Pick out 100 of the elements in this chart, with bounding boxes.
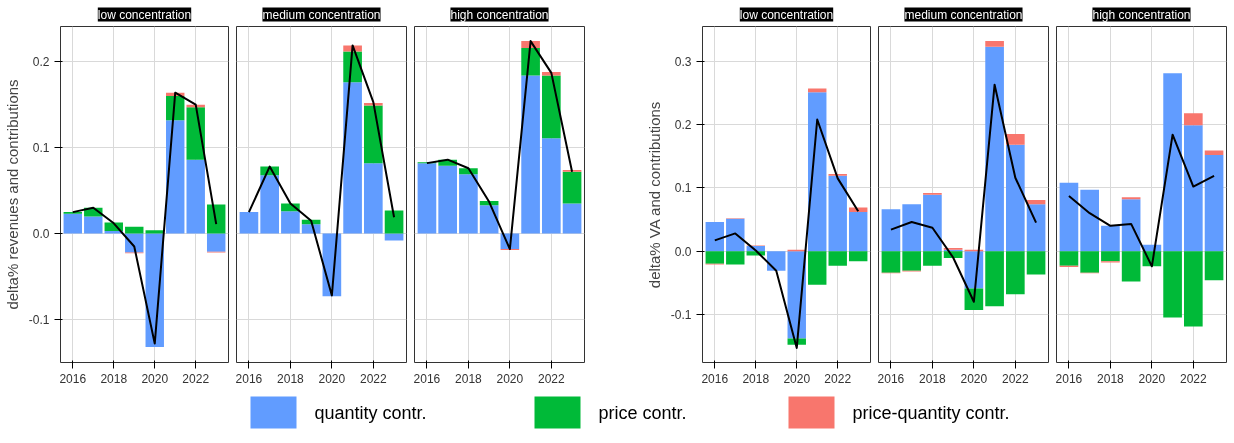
bar	[705, 222, 725, 252]
y-tick-label: -0.1	[670, 307, 692, 322]
bar	[923, 251, 942, 266]
bar	[1184, 251, 1203, 327]
x-tick-label: 2022	[1179, 371, 1207, 386]
chart-title: low concentration	[739, 7, 834, 22]
bar	[343, 82, 362, 234]
y-tick-label: -0.1	[28, 313, 50, 328]
y-tick-label: 0.0	[32, 227, 50, 242]
x-tick-label: 2018	[100, 371, 128, 386]
bar	[1006, 134, 1025, 145]
line-series	[71, 91, 218, 345]
x-tick-label: 2018	[742, 371, 770, 386]
bar	[881, 251, 901, 273]
chart-title: high concentration	[450, 7, 549, 22]
bar	[985, 41, 1004, 47]
bar	[1006, 251, 1025, 295]
bar	[1059, 182, 1079, 252]
bar	[364, 163, 383, 234]
bar	[417, 163, 437, 234]
bar	[808, 251, 827, 285]
chart-title: low concentration	[97, 7, 192, 22]
bar	[1163, 73, 1182, 252]
x-tick-label: 2020	[496, 371, 524, 386]
y-tick-label: 0.3	[674, 54, 692, 69]
bar	[1184, 125, 1203, 252]
bar	[726, 251, 745, 265]
x-tick-label: 2018	[455, 371, 483, 386]
x-tick-label: 2018	[277, 371, 305, 386]
legend-label: quantity contr.	[314, 402, 427, 423]
bar	[125, 226, 144, 234]
bar	[767, 251, 786, 271]
x-tick-label: 2022	[182, 371, 210, 386]
bar	[1059, 251, 1079, 266]
bar	[1026, 251, 1046, 275]
x-tick-label: 2016	[1055, 371, 1083, 386]
y-axis-title: delta% VA and contributions	[645, 101, 663, 289]
bar	[521, 75, 540, 234]
bar	[1026, 204, 1046, 252]
bar	[1121, 251, 1141, 282]
bar	[1101, 251, 1120, 262]
bar	[902, 204, 921, 252]
bar	[848, 211, 868, 252]
bar	[542, 75, 561, 139]
x-tick-label: 2016	[235, 371, 263, 386]
x-tick-label: 2022	[537, 371, 565, 386]
bar	[438, 165, 457, 234]
bar	[1121, 199, 1141, 252]
bar	[1006, 144, 1025, 252]
y-tick-label: 0.0	[674, 244, 692, 259]
bar	[705, 251, 725, 264]
bar	[562, 171, 582, 204]
bar	[260, 175, 279, 234]
bar	[985, 46, 1004, 252]
bar	[1204, 251, 1224, 281]
legend-label: price-quantity contr.	[852, 402, 1010, 423]
bar	[923, 194, 942, 252]
x-tick-label: 2022	[359, 371, 387, 386]
y-tick-label: 0.2	[674, 118, 692, 133]
bar	[1163, 251, 1182, 318]
x-tick-label: 2016	[413, 371, 441, 386]
bar	[63, 213, 83, 234]
bar	[206, 204, 226, 234]
bar	[828, 175, 847, 252]
bar	[848, 251, 868, 262]
x-tick-label: 2016	[701, 371, 729, 386]
x-tick-label: 2020	[1138, 371, 1166, 386]
bar	[281, 211, 300, 234]
x-tick-label: 2020	[960, 371, 988, 386]
bar	[166, 120, 185, 234]
bar	[1101, 225, 1120, 252]
bar	[186, 159, 205, 234]
bar	[726, 218, 745, 252]
bar	[206, 233, 226, 252]
x-tick-label: 2022	[1001, 371, 1029, 386]
x-tick-label: 2016	[59, 371, 87, 386]
y-tick-label: 0.1	[32, 141, 50, 156]
y-axis-title: delta% revenues and contributions	[3, 79, 21, 310]
bar	[1080, 189, 1099, 252]
bar	[384, 210, 404, 234]
x-tick-label: 2020	[783, 371, 811, 386]
bar	[364, 105, 383, 164]
bar	[828, 251, 847, 266]
bar	[239, 212, 259, 234]
y-tick-label: 0.1	[674, 181, 692, 196]
bar	[881, 209, 901, 252]
y-tick-label: 0.2	[32, 55, 50, 70]
bar	[1080, 251, 1099, 273]
bar	[1184, 113, 1203, 126]
bar	[145, 230, 164, 234]
bar	[562, 203, 582, 234]
x-tick-label: 2016	[877, 371, 905, 386]
bar	[479, 205, 499, 234]
bar	[985, 251, 1004, 307]
chart-title: medium concentration	[904, 7, 1023, 22]
bar	[542, 138, 561, 234]
bar	[84, 216, 103, 234]
chart-title: high concentration	[1092, 7, 1191, 22]
legend-label: price contr.	[598, 402, 687, 423]
chart-title: medium concentration	[262, 7, 381, 22]
